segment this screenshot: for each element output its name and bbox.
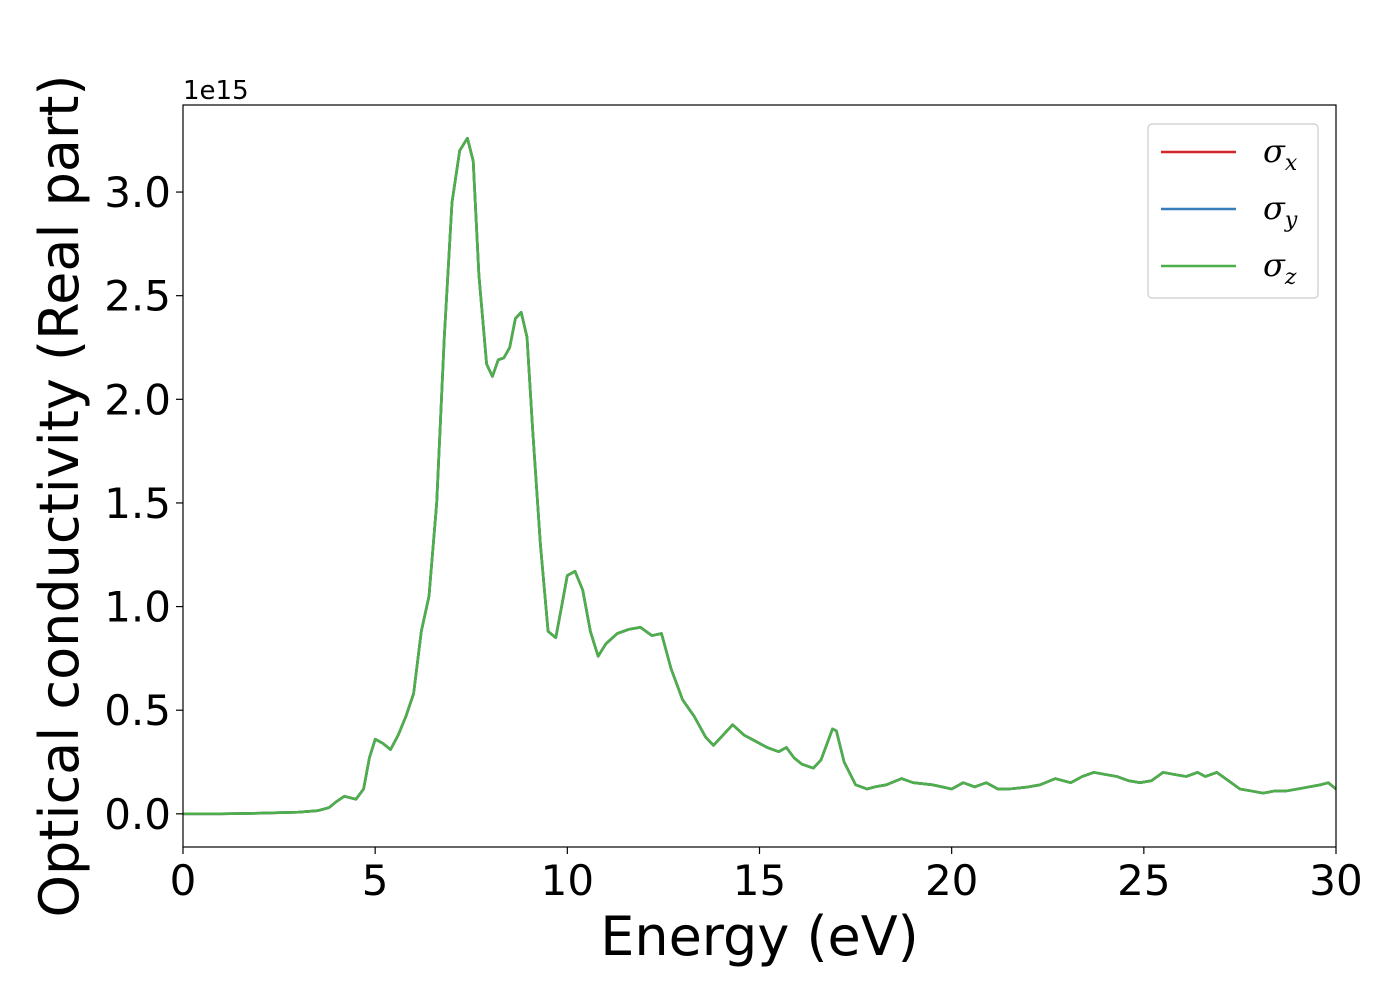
x-tick-label: 5	[362, 856, 389, 905]
y-axis: 0.0 0.5 1.0 1.5 2.0 2.5 3.0	[104, 168, 183, 839]
legend-frame	[1147, 123, 1319, 299]
y-tick-label: 2.5	[104, 272, 171, 321]
legend-label-x: σx	[1263, 132, 1298, 176]
y-tick-label: 0.0	[104, 790, 171, 839]
legend: σx σy σz	[1147, 123, 1319, 299]
y-tick-label: 1.0	[104, 583, 171, 632]
x-tick-label: 15	[733, 856, 786, 905]
series-line-z	[183, 136, 1336, 816]
y-tick-label: 3.0	[104, 168, 171, 217]
x-tick-label: 0	[170, 856, 197, 905]
y-offset-label: 1e15	[183, 76, 249, 106]
y-tick-label: 0.5	[104, 686, 171, 735]
series-layer	[183, 136, 1336, 816]
legend-label-z: σz	[1263, 246, 1297, 290]
y-tick-label: 2.0	[104, 375, 171, 424]
x-tick-label: 10	[541, 856, 594, 905]
x-tick-label: 30	[1309, 856, 1362, 905]
legend-label-y: σy	[1263, 189, 1298, 233]
x-tick-label: 25	[1117, 856, 1170, 905]
x-axis-label: Energy (eV)	[600, 905, 919, 968]
x-axis: 0 5 10 15 20 25 30	[170, 847, 1363, 905]
x-tick-label: 20	[925, 856, 978, 905]
y-tick-label: 1.5	[104, 479, 171, 528]
y-axis-label: Optical conductivity (Real part)	[28, 75, 91, 918]
